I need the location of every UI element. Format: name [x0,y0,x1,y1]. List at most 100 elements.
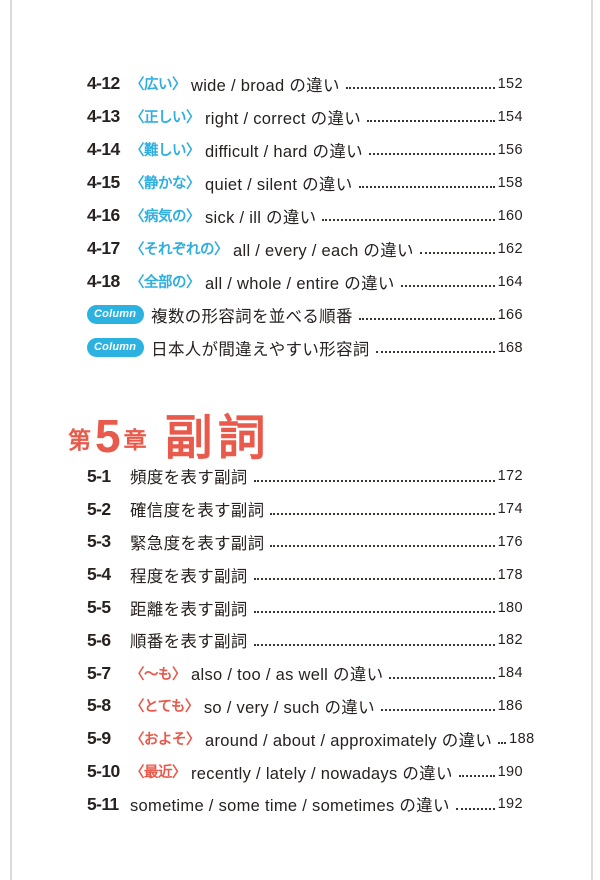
entry-number: 5-3 [87,531,111,552]
entry-number: 5-8 [87,695,111,716]
chapter-heading: 第 5 章 副詞 [68,398,523,465]
entry-number: 4-13 [87,106,120,126]
entry-term-japanese: 〈それぞれの〉 [130,242,229,258]
entry-page-number: 162 [497,240,523,257]
chapter-prefix: 第 [68,427,92,453]
page-edge-line-right [591,0,593,880]
entry-title: wide / broad の違い [191,76,340,95]
toc-entry: 4-13 〈正しい〉 right / correct の違い 154 [87,100,523,133]
chapter-suffix: 章 [123,427,148,453]
entry-number: 4-17 [87,238,120,258]
toc-entry: 5-7 〈〜も〉 also / too / as well の違い 184 [87,657,523,690]
column-badge: Column [87,305,145,324]
toc-section-chapter5: 5-1 頻度を表す副詞 172 5-2 確信度を表す副詞 174 5-3 緊急度… [87,460,534,821]
entry-number: 5-4 [87,564,111,585]
entry-number: 5-2 [87,498,111,519]
toc-column-entry: Column 日本人が間違えやすい形容詞 168 [87,331,523,364]
entry-title: 程度を表す副詞 [130,567,248,586]
entry-page-number: 166 [497,306,523,323]
entry-number: 5-7 [87,662,111,683]
entry-page-number: 154 [497,108,523,125]
dotted-leader [455,807,495,810]
entry-term-japanese: 〈難しい〉 [130,143,201,159]
dotted-leader [380,709,495,712]
toc-entry: 5-5 距離を表す副詞 180 [87,591,523,624]
entry-page-number: 182 [497,632,523,649]
entry-number: 5-5 [87,597,111,618]
entry-number: 5-11 [87,793,119,814]
dotted-leader [270,545,495,548]
entry-page-number: 184 [497,665,523,682]
entry-title: sometime / some time / sometimes の違い [130,797,450,816]
entry-page-number: 190 [497,763,523,780]
entry-title: also / too / as well の違い [191,666,384,685]
dotted-leader [253,611,495,614]
entry-page-number: 188 [509,730,535,747]
entry-term-japanese: 〈正しい〉 [130,110,201,126]
toc-content: 4-12 〈広い〉 wide / broad の違い 152 4-13 〈正しい… [68,67,534,821]
dotted-leader [253,479,495,482]
entry-title: sick / ill の違い [205,208,317,227]
chapter-number: 5 [95,410,121,462]
entry-title: recently / lately / nowadays の違い [191,764,453,783]
toc-column-entry: Column 複数の形容詞を並べる順番 166 [87,298,523,331]
dotted-leader [358,318,495,320]
entry-page-number: 156 [497,141,523,158]
entry-title: around / about / approximately の違い [205,731,493,750]
entry-term-japanese: 〈広い〉 [130,77,187,93]
dotted-leader [253,578,495,581]
entry-term-japanese: 〈およそ〉 [130,732,201,749]
toc-entry: 5-11 sometime / some time / sometimes の違… [87,788,523,821]
entry-page-number: 192 [497,796,523,813]
toc-entry: 5-4 程度を表す副詞 178 [87,558,523,591]
toc-entry: 4-18 〈全部の〉 all / whole / entire の違い 164 [87,265,523,298]
entry-number: 5-9 [87,728,111,749]
entry-number: 4-12 [87,73,120,93]
toc-entry: 5-8 〈とても〉 so / very / such の違い 186 [87,690,523,723]
entry-title: right / correct の違い [205,109,362,128]
dotted-leader [419,252,495,254]
toc-entry: 5-2 確信度を表す副詞 174 [87,493,523,526]
entry-number: 5-6 [87,629,111,650]
entry-title: 確信度を表す副詞 [130,502,265,521]
entry-term-japanese: 〈〜も〉 [130,666,187,683]
toc-section-columns: Column 複数の形容詞を並べる順番 166 Column 日本人が間違えやす… [87,298,523,364]
entry-title: quiet / silent の違い [205,175,353,194]
dotted-leader [458,775,495,778]
toc-entry: 5-10 〈最近〉 recently / lately / nowadays の… [87,755,523,788]
column-title: 日本人が間違えやすい形容詞 [151,340,370,359]
dotted-leader [400,285,495,287]
entry-page-number: 174 [497,501,523,518]
entry-page-number: 176 [497,533,523,550]
entry-page-number: 178 [497,566,523,583]
entry-term-japanese: 〈静かな〉 [130,176,201,192]
entry-number: 5-10 [87,761,120,782]
dotted-leader [345,87,495,89]
entry-term-japanese: 〈全部の〉 [130,275,201,291]
toc-entry: 4-17 〈それぞれの〉 all / every / each の違い 162 [87,232,523,265]
column-title: 複数の形容詞を並べる順番 [151,307,353,326]
entry-page-number: 160 [497,207,523,224]
entry-title: 頻度を表す副詞 [130,469,248,488]
entry-page-number: 158 [497,174,523,191]
dotted-leader [375,351,495,353]
column-badge: Column [87,338,145,357]
chapter-title: 副詞 [164,412,271,465]
toc-section-chapter4: 4-12 〈広い〉 wide / broad の違い 152 4-13 〈正しい… [87,67,523,298]
entry-page-number: 152 [497,75,523,92]
dotted-leader [322,219,495,221]
entry-title: all / every / each の違い [233,241,414,260]
entry-title: 距離を表す副詞 [130,600,248,619]
dotted-leader [367,120,495,122]
entry-number: 4-18 [87,271,120,291]
entry-title: so / very / such の違い [203,698,375,717]
entry-page-number: 168 [497,339,523,356]
dotted-leader [498,742,507,745]
entry-title: difficult / hard の違い [205,142,363,161]
entry-title: 順番を表す副詞 [130,633,248,652]
dotted-leader [270,512,495,515]
entry-page-number: 172 [497,468,523,485]
entry-term-japanese: 〈とても〉 [130,699,199,716]
toc-entry: 4-14 〈難しい〉 difficult / hard の違い 156 [87,133,523,166]
